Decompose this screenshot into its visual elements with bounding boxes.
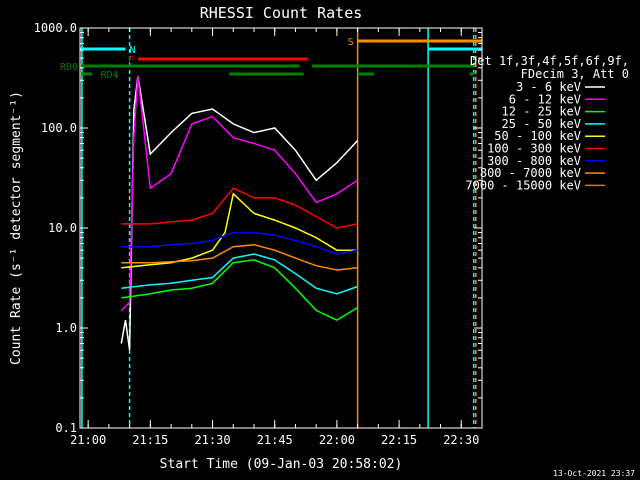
series-line-4 xyxy=(121,192,358,269)
legend-entry-label: 6 - 12 keV xyxy=(509,92,581,106)
y-tick-label: 0.1 xyxy=(55,421,77,435)
footer-timestamp: 13-Oct-2021 23:37 xyxy=(553,469,635,478)
x-tick-label: 22:00 xyxy=(319,433,355,447)
series-line-1 xyxy=(120,76,359,311)
legend-entry-label: 300 - 800 keV xyxy=(487,154,581,168)
y-tick-label: 1000.0 xyxy=(34,21,77,35)
legend-entry-label: 3 - 6 keV xyxy=(516,80,581,94)
legend-entry-label: 25 - 50 keV xyxy=(502,117,581,131)
series-line-6 xyxy=(121,231,358,255)
x-tick-label: 21:45 xyxy=(257,433,293,447)
x-tick-label: 22:15 xyxy=(381,433,417,447)
x-tick-label: 22:30 xyxy=(443,433,479,447)
flag-label-f: F xyxy=(128,55,134,66)
legend-entry-label: 100 - 300 keV xyxy=(487,142,581,156)
x-tick-label: 21:00 xyxy=(70,433,106,447)
y-tick-label: 1.0 xyxy=(55,321,77,335)
legend-entry-label: 7000 - 15000 keV xyxy=(465,178,581,192)
axes-layer: 21:00 21:15 21:30 21:45 22:00 22:15 22:30 0.1 1.… xyxy=(34,21,483,447)
series-line-2 xyxy=(121,259,358,321)
flag-label-s: S xyxy=(348,37,354,48)
legend: Det 1f,3f,4f,5f,6f,9f, FDecim 3, Att 0 3… xyxy=(465,54,629,192)
legend-header-1: Det 1f,3f,4f,5f,6f,9f, xyxy=(470,54,629,68)
y-tick-label: 100.0 xyxy=(41,121,77,135)
y-axis-label: Count Rate (s⁻¹ detector segment⁻¹) xyxy=(9,91,24,365)
x-axis-label: Start Time (09-Jan-03 20:58:02) xyxy=(160,457,403,472)
y-tick-label: 10.0 xyxy=(48,221,77,235)
annotation-layer: N S F RD0 RD4 xyxy=(60,28,482,428)
flag-label-rd0: RD0 xyxy=(60,62,78,73)
legend-entry-label: 50 - 100 keV xyxy=(494,129,581,143)
legend-header-2: FDecim 3, Att 0 xyxy=(521,67,629,81)
flag-label-n: N xyxy=(129,45,135,56)
series-line-7 xyxy=(121,243,358,271)
legend-entry-label: 800 - 7000 keV xyxy=(480,166,581,180)
series-line-5 xyxy=(121,187,358,229)
legend-entry-label: 12 - 25 keV xyxy=(502,105,581,119)
x-tick-label: 21:15 xyxy=(132,433,168,447)
chart-title: RHESSI Count Rates xyxy=(200,4,363,22)
flag-label-rd4: RD4 xyxy=(101,70,119,81)
series-line-3 xyxy=(121,253,358,295)
series-layer xyxy=(120,75,359,351)
x-tick-label: 21:30 xyxy=(194,433,230,447)
